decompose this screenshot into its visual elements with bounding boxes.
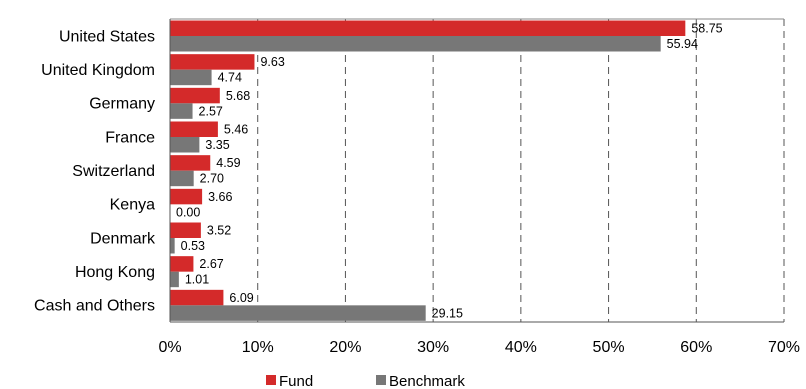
benchmark-bar	[170, 137, 200, 153]
legend-swatch-benchmark	[376, 375, 386, 385]
fund-value-label: 3.66	[208, 190, 232, 204]
x-tick-label: 40%	[505, 339, 537, 356]
fund-bar	[170, 188, 203, 205]
fund-value-label: 58.75	[691, 22, 722, 36]
category-labels: United States United Kingdom Germany France…	[34, 28, 156, 314]
fund-value-label: 3.52	[207, 224, 231, 238]
x-tick-label: 60%	[680, 339, 712, 356]
benchmark-value-label: 3.35	[205, 138, 229, 152]
fund-value-label: 6.09	[229, 291, 253, 305]
x-tick-label: 50%	[593, 339, 625, 356]
x-tick-label: 20%	[329, 339, 361, 356]
x-tick-label: 70%	[768, 339, 800, 356]
benchmark-value-label: 0.53	[181, 239, 205, 253]
benchmark-value-label: 29.15	[432, 306, 463, 320]
category-label: United Kingdom	[41, 62, 155, 79]
x-tick-label: 30%	[417, 339, 449, 356]
benchmark-value-label: 4.74	[218, 71, 242, 85]
category-label: Germany	[89, 96, 155, 113]
fund-value-label: 4.59	[216, 156, 240, 170]
benchmark-value-label: 1.01	[185, 273, 209, 287]
grid-lines	[257, 19, 785, 322]
benchmark-bar	[170, 69, 212, 86]
category-label: Hong Kong	[75, 264, 155, 281]
category-label: Kenya	[110, 197, 155, 214]
x-tick-labels: 0% 10% 20% 30% 40% 50% 60% 70%	[158, 339, 800, 356]
benchmark-value-label: 2.70	[200, 172, 224, 186]
fund-bar	[170, 54, 255, 70]
fund-value-label: 5.68	[226, 89, 250, 103]
bars	[170, 20, 686, 321]
category-label: United States	[59, 28, 155, 45]
fund-value-label: 2.67	[199, 257, 223, 271]
axes	[169, 18, 784, 323]
benchmark-bar	[170, 238, 175, 254]
fund-bar	[170, 87, 220, 104]
legend: Fund Benchmark	[266, 373, 465, 389]
fund-bar	[170, 222, 201, 238]
category-label: Cash and Others	[34, 298, 155, 315]
legend-label-benchmark: Benchmark	[389, 373, 465, 389]
legend-swatch-fund	[266, 375, 276, 385]
fund-bar	[170, 155, 211, 171]
fund-value-label: 5.46	[224, 123, 248, 137]
fund-value-label: 9.63	[260, 55, 284, 69]
benchmark-bar	[170, 36, 661, 52]
benchmark-value-label: 55.94	[667, 37, 698, 51]
benchmark-value-label: 2.57	[199, 104, 223, 118]
fund-bar	[170, 121, 218, 137]
fund-bar	[170, 256, 194, 272]
benchmark-bar	[170, 305, 426, 321]
benchmark-bar	[170, 170, 194, 187]
category-label: France	[105, 129, 155, 146]
x-tick-label: 0%	[158, 339, 181, 356]
legend-label-fund: Fund	[279, 373, 313, 389]
x-tick-label: 10%	[242, 339, 274, 356]
benchmark-bar	[170, 271, 179, 288]
category-label: Denmark	[90, 230, 156, 247]
category-label: Switzerland	[72, 163, 155, 180]
fund-bar	[170, 289, 224, 306]
benchmark-bar	[170, 103, 193, 119]
fund-bar	[170, 20, 686, 36]
benchmark-value-label: 0.00	[176, 205, 200, 219]
